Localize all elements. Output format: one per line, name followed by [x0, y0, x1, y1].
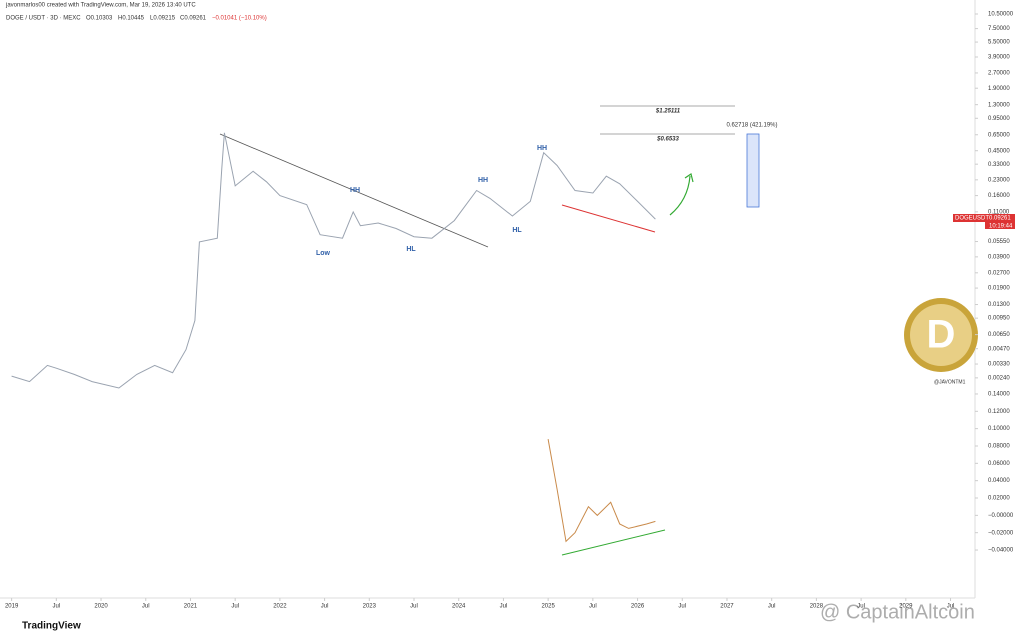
measure-box: [746, 133, 760, 208]
ohlc-change: −0.01041 (−10.10%): [212, 16, 267, 22]
divergence-line: [561, 204, 656, 233]
y-tick-label: 1.90000: [988, 86, 1010, 92]
y-tick-label: 0.12000: [988, 409, 1010, 415]
x-tick-label: Jul: [947, 604, 955, 610]
ruler-gain: 0.62718 (421.19%): [726, 123, 777, 129]
annotation: HL: [512, 227, 522, 234]
y-tick-label: 0.05550: [988, 239, 1010, 245]
divergence-line: [561, 529, 666, 556]
y-tick-label: −0.00000: [988, 513, 1014, 519]
y-tick-label: 0.10000: [988, 426, 1010, 432]
brand: TradingView: [22, 621, 81, 632]
price-tag-symbol: DOGEUSDT: [955, 216, 989, 222]
annotation: HH: [350, 187, 360, 194]
price-line: [11, 132, 656, 389]
ohlc-low: L0.09215: [150, 16, 176, 22]
x-tick-label: Jul: [768, 604, 776, 610]
y-tick-label: 2.70000: [988, 71, 1010, 77]
y-tick-label: 0.02700: [988, 270, 1010, 276]
x-tick-label: 2021: [184, 604, 198, 610]
price-tag: [985, 222, 1015, 229]
y-tick-label: 0.01300: [988, 302, 1010, 308]
watermark: @ CaptainAltcoin: [820, 601, 975, 623]
price-tag-timer: 10:19:44: [989, 224, 1013, 230]
ohlc-high: H0.10445: [118, 16, 145, 22]
x-tick-label: Jul: [410, 604, 418, 610]
watermark-handle: @JAVONTM1: [934, 379, 966, 385]
y-tick-label: 0.02000: [988, 496, 1010, 502]
x-tick-label: 2020: [94, 604, 108, 610]
y-tick-label: 1.30000: [988, 102, 1010, 108]
x-tick-label: 2029: [899, 604, 913, 610]
annotation: HL: [406, 246, 416, 253]
y-tick-label: 3.90000: [988, 55, 1010, 61]
y-tick-label: 0.23000: [988, 177, 1010, 183]
ohlc-open: O0.10303: [86, 16, 113, 22]
price-line: [547, 439, 656, 543]
arrow-head: [684, 173, 694, 183]
y-tick-label: 0.14000: [988, 392, 1010, 398]
symbol: DOGE / USDT · 3D · MEXC: [6, 16, 81, 22]
x-tick-label: Jul: [589, 604, 597, 610]
y-tick-label: −0.02000: [988, 530, 1014, 536]
ruler-mid: $0.6533: [656, 137, 679, 143]
x-tick-label: 2024: [452, 604, 466, 610]
x-tick-label: 2023: [363, 604, 377, 610]
x-tick-label: Jul: [857, 604, 865, 610]
y-tick-label: 0.00240: [988, 375, 1010, 381]
x-tick-label: Jul: [231, 604, 239, 610]
y-tick-label: 5.50000: [988, 40, 1010, 46]
price-tag-price: 0.09261: [989, 216, 1011, 222]
price-tag: [953, 214, 1015, 222]
y-tick-label: 0.00330: [988, 362, 1010, 368]
y-tick-label: 0.06000: [988, 461, 1010, 467]
x-tick-label: 2026: [631, 604, 645, 610]
y-tick-label: 0.65000: [988, 132, 1010, 138]
y-tick-label: 0.33000: [988, 162, 1010, 168]
x-tick-label: Jul: [52, 604, 60, 610]
y-tick-label: 0.11000: [988, 209, 1010, 215]
x-tick-label: 2022: [273, 604, 287, 610]
y-tick-label: 0.01900: [988, 286, 1010, 292]
trendline: [219, 133, 489, 248]
y-tick-label: 10.50000: [988, 12, 1014, 18]
y-tick-label: 0.95000: [988, 116, 1010, 122]
doge-logo-letter: D: [927, 313, 956, 357]
annotation: HH: [537, 145, 547, 152]
x-tick-label: Jul: [500, 604, 508, 610]
x-tick-label: Jul: [142, 604, 150, 610]
x-tick-label: 2025: [541, 604, 555, 610]
y-tick-label: 0.08000: [988, 444, 1010, 450]
annotation: Low: [316, 250, 331, 257]
ruler-top: $1.25111: [655, 109, 681, 115]
y-tick-label: −0.04000: [988, 548, 1014, 554]
y-tick-label: 0.45000: [988, 148, 1010, 154]
x-tick-label: 2027: [720, 604, 734, 610]
y-tick-label: 0.16000: [988, 193, 1010, 199]
y-tick-label: 0.04000: [988, 478, 1010, 484]
x-tick-label: 2028: [810, 604, 824, 610]
x-tick-label: 2019: [5, 604, 19, 610]
y-tick-label: 0.00470: [988, 346, 1010, 352]
y-tick-label: 7.50000: [988, 26, 1010, 32]
x-tick-label: Jul: [321, 604, 329, 610]
y-tick-label: 0.00950: [988, 316, 1010, 322]
x-tick-label: Jul: [678, 604, 686, 610]
arrow-up: [669, 175, 691, 216]
ohlc-close: C0.09261: [180, 16, 207, 22]
annotation: HH: [478, 177, 488, 184]
doge-logo: [910, 304, 972, 366]
y-tick-label: 0.00650: [988, 332, 1010, 338]
y-tick-label: 0.03900: [988, 254, 1010, 260]
credit: javonmarlos00 created with TradingView.c…: [5, 3, 196, 9]
